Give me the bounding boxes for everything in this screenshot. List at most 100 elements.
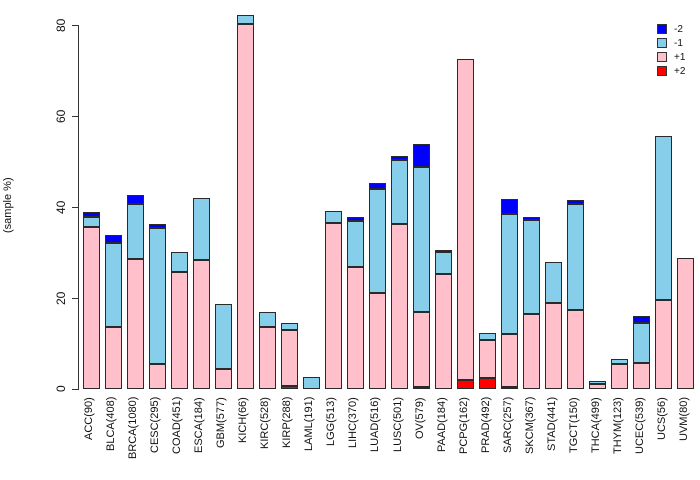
- bar-segment--2: [501, 198, 519, 214]
- x-category-label: UCEC(539): [633, 397, 646, 454]
- bar-segment--1: [148, 228, 166, 364]
- bar-segment-+1: [236, 23, 254, 389]
- x-category-label: STAD(441): [545, 397, 558, 452]
- bar-segment-+2: [413, 386, 431, 389]
- bar-segment--1: [170, 252, 188, 272]
- bar-segment-+1: [104, 326, 122, 389]
- y-tick: [72, 116, 78, 117]
- bar-segment--1: [589, 380, 607, 385]
- legend-label: -2: [674, 23, 683, 35]
- bar-segment-+1: [655, 299, 673, 389]
- bar-segment--2: [413, 143, 431, 167]
- x-category-label: GBM(577): [215, 397, 228, 448]
- bar-segment--2: [391, 155, 409, 160]
- bar-segment-+1: [479, 339, 497, 379]
- bar-segment-+1: [126, 259, 144, 389]
- x-category-label: KICH(66): [237, 397, 250, 443]
- bar-segment--1: [368, 188, 386, 293]
- x-category-label: PAAD(184): [435, 397, 448, 452]
- bar-segment-+1: [346, 266, 364, 389]
- bar-segment--1: [126, 203, 144, 260]
- x-category-label: LIHC(370): [347, 397, 360, 448]
- x-category-label: TGCT(150): [567, 397, 580, 453]
- legend-swatch-icon: [657, 38, 667, 48]
- bar-segment--1: [104, 242, 122, 327]
- x-category-label: PCPG(162): [457, 397, 470, 454]
- x-category-label: THYM(123): [611, 397, 624, 454]
- bar-segment--1: [655, 136, 673, 300]
- bar-segment-+1: [192, 260, 210, 389]
- bar-segment--1: [413, 166, 431, 313]
- bar-segment--1: [523, 219, 541, 315]
- bar-segment--1: [501, 213, 519, 335]
- bar-segment--2: [104, 235, 122, 243]
- bar-segment-+1: [567, 309, 585, 389]
- bar-segment-+2: [479, 378, 497, 389]
- bar-segment--1: [324, 210, 342, 224]
- bar-segment--1: [302, 377, 320, 389]
- bar-segment--2: [346, 217, 364, 221]
- legend-label: +2: [674, 65, 686, 77]
- bar-segment-+1: [633, 363, 651, 389]
- x-category-label: COAD(451): [171, 397, 184, 455]
- bar-segment-+2: [501, 387, 519, 390]
- bar-segment-+1: [435, 274, 453, 389]
- y-tick-label: 20: [54, 291, 68, 305]
- x-category-label: KIRP(288): [281, 397, 294, 449]
- bar-segment-+1: [324, 223, 342, 389]
- legend-item: -1: [657, 36, 692, 50]
- bar-segment-+1: [677, 257, 695, 389]
- bar-segment--2: [126, 195, 144, 204]
- bar-segment--1: [258, 312, 276, 328]
- x-category-label: UVM(80): [677, 397, 690, 442]
- legend: -2 -1 +1 +2: [657, 22, 692, 78]
- y-tick-label: 80: [54, 18, 68, 32]
- bar-segment-+1: [501, 334, 519, 388]
- y-axis-line: [78, 25, 79, 390]
- bar-segment-+1: [148, 363, 166, 389]
- y-tick: [72, 25, 78, 26]
- y-tick: [72, 389, 78, 390]
- x-category-label: LAML(191): [303, 397, 316, 452]
- bar-segment--1: [611, 358, 629, 364]
- x-category-label: UCS(56): [655, 397, 668, 440]
- bar-segment-+1: [280, 330, 298, 386]
- bar-segment--2: [368, 183, 386, 189]
- bar-segment--2: [633, 316, 651, 323]
- bar-segment-+1: [258, 327, 276, 389]
- bar-segment-+1: [170, 271, 188, 389]
- bar-segment--1: [479, 333, 497, 340]
- bar-segment-+1: [82, 227, 100, 389]
- bar-segment-+1: [413, 312, 431, 387]
- bar-segment--1: [545, 262, 563, 303]
- x-category-label: LGG(513): [325, 397, 338, 446]
- bar-segment--1: [192, 198, 210, 261]
- bar-segment--1: [214, 304, 232, 369]
- x-category-label: ACC(90): [83, 397, 96, 440]
- legend-item: +2: [657, 64, 692, 78]
- legend-item: -2: [657, 22, 692, 36]
- bar-segment--1: [346, 220, 364, 267]
- legend-label: -1: [674, 37, 683, 49]
- x-category-label: ESCA(184): [193, 397, 206, 453]
- bar-segment--2: [148, 224, 166, 229]
- y-tick: [72, 207, 78, 208]
- bar-segment-+1: [214, 368, 232, 389]
- y-tick-label: 40: [54, 200, 68, 214]
- bar-segment--2: [567, 200, 585, 205]
- bar-segment--2: [523, 216, 541, 220]
- y-axis-title: (sample %): [2, 177, 14, 234]
- x-category-label: CESC(295): [149, 397, 162, 454]
- bar-segment--1: [633, 323, 651, 364]
- x-category-label: OV(579): [413, 397, 426, 439]
- bar-segment--1: [236, 15, 254, 24]
- x-category-label: BLCA(408): [105, 397, 118, 452]
- x-category-label: BRCA(1080): [127, 397, 140, 460]
- x-category-label: PRAD(492): [479, 397, 492, 454]
- x-category-label: LUAD(516): [369, 397, 382, 453]
- bar-segment--1: [280, 323, 298, 331]
- x-category-label: LUSC(501): [391, 397, 404, 453]
- bar-segment-+1: [523, 314, 541, 389]
- x-category-label: SKCM(367): [523, 397, 536, 455]
